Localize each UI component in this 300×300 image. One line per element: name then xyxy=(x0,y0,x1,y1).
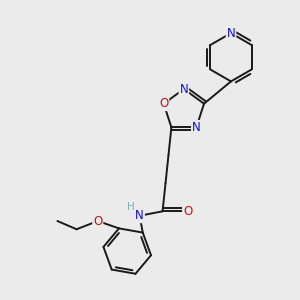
Text: N: N xyxy=(135,209,144,222)
Text: H: H xyxy=(127,202,135,212)
Text: O: O xyxy=(183,205,192,218)
Text: N: N xyxy=(179,82,188,95)
Text: O: O xyxy=(93,214,102,227)
Text: N: N xyxy=(226,27,235,40)
Text: O: O xyxy=(159,97,168,110)
Text: N: N xyxy=(192,121,201,134)
